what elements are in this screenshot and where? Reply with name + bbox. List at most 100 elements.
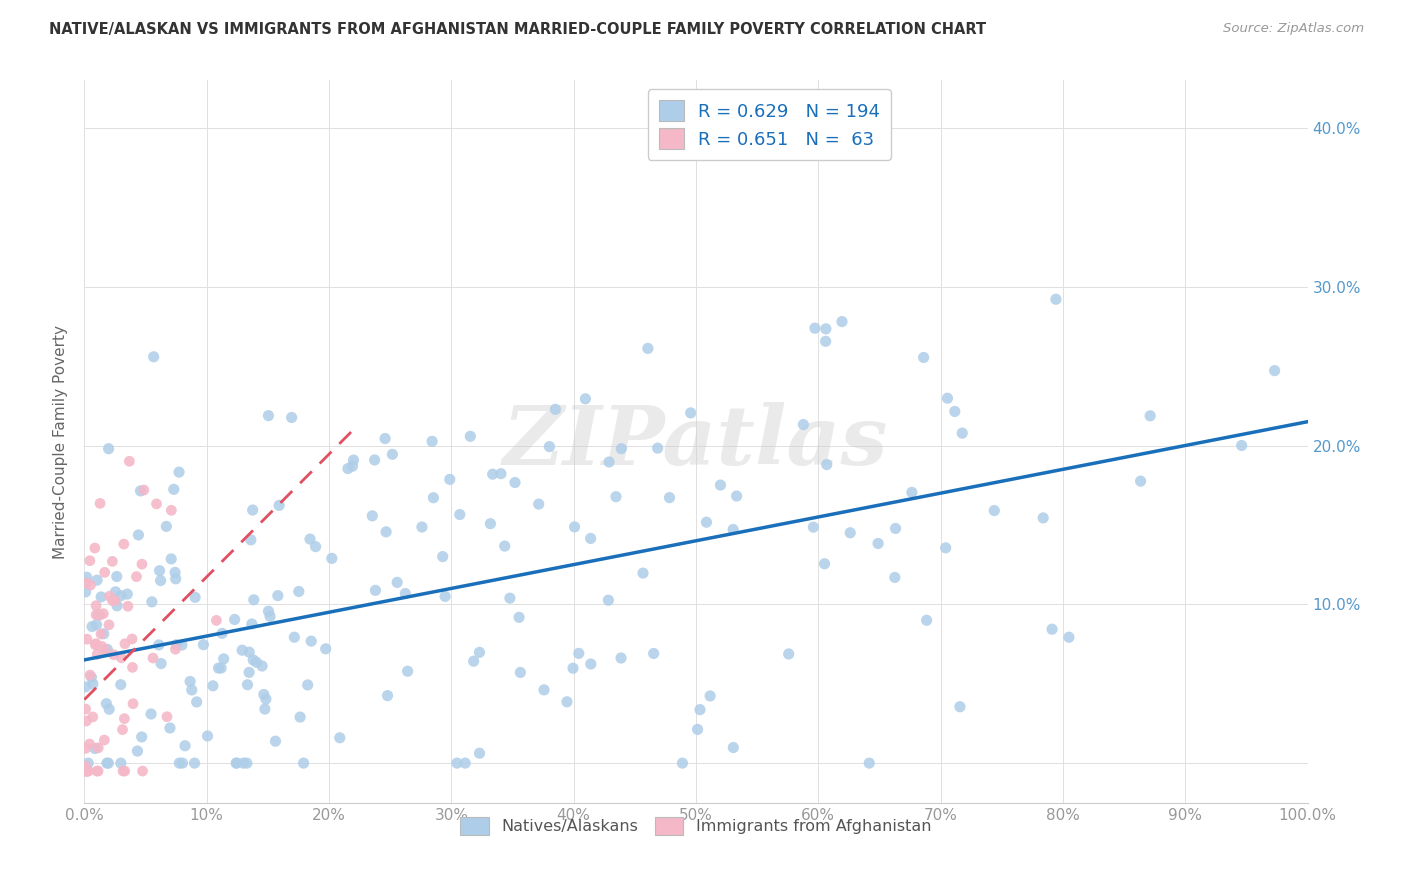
Point xyxy=(183,756,205,770)
Point xyxy=(103,648,125,662)
Point xyxy=(509,665,531,680)
Point xyxy=(79,668,101,682)
Point xyxy=(778,647,800,661)
Point xyxy=(239,533,262,547)
Point xyxy=(936,391,959,405)
Point xyxy=(93,607,115,621)
Point xyxy=(75,702,97,716)
Point xyxy=(901,485,924,500)
Point xyxy=(93,627,115,641)
Point xyxy=(943,404,966,418)
Point xyxy=(75,764,97,778)
Point xyxy=(169,756,191,770)
Point xyxy=(139,706,162,721)
Point xyxy=(915,613,938,627)
Point xyxy=(375,524,398,539)
Point xyxy=(813,557,835,571)
Point xyxy=(111,723,134,737)
Point xyxy=(86,617,108,632)
Point xyxy=(533,682,555,697)
Point xyxy=(292,756,315,770)
Point xyxy=(298,532,321,546)
Point xyxy=(129,483,152,498)
Point xyxy=(149,564,172,578)
Point xyxy=(121,660,143,674)
Point xyxy=(83,541,105,555)
Point xyxy=(165,572,187,586)
Point xyxy=(232,756,254,770)
Point xyxy=(679,406,702,420)
Point xyxy=(231,643,253,657)
Point xyxy=(127,744,149,758)
Point xyxy=(163,483,186,497)
Point xyxy=(141,595,163,609)
Point xyxy=(814,322,837,336)
Point xyxy=(250,659,273,673)
Point xyxy=(647,441,669,455)
Legend: Natives/Alaskans, Immigrants from Afghanistan: Natives/Alaskans, Immigrants from Afghan… xyxy=(454,811,938,842)
Point xyxy=(868,536,890,550)
Point xyxy=(76,632,98,647)
Point xyxy=(76,764,98,778)
Point xyxy=(112,764,135,778)
Point xyxy=(238,665,260,680)
Point xyxy=(201,679,224,693)
Point xyxy=(94,642,117,657)
Point xyxy=(165,642,187,657)
Point xyxy=(127,528,149,542)
Point xyxy=(87,607,110,622)
Point xyxy=(949,699,972,714)
Point xyxy=(288,584,311,599)
Point xyxy=(131,730,153,744)
Point xyxy=(77,764,100,778)
Point xyxy=(280,410,302,425)
Point xyxy=(145,497,167,511)
Point xyxy=(912,351,935,365)
Point xyxy=(93,566,115,580)
Y-axis label: Married-Couple Family Poverty: Married-Couple Family Poverty xyxy=(52,325,67,558)
Point xyxy=(224,612,246,626)
Point xyxy=(131,764,153,778)
Point xyxy=(1045,292,1067,306)
Point xyxy=(117,599,139,614)
Point xyxy=(494,539,516,553)
Point xyxy=(167,465,190,479)
Point xyxy=(377,689,399,703)
Point xyxy=(439,472,461,486)
Point xyxy=(839,525,862,540)
Point xyxy=(446,756,468,770)
Point xyxy=(236,678,259,692)
Point xyxy=(104,584,127,599)
Point xyxy=(503,475,526,490)
Point xyxy=(160,552,183,566)
Point xyxy=(97,756,120,770)
Point xyxy=(562,661,585,675)
Point xyxy=(950,426,973,441)
Point xyxy=(84,741,107,756)
Point xyxy=(449,508,471,522)
Point xyxy=(75,759,97,773)
Point xyxy=(79,554,101,568)
Point xyxy=(264,734,287,748)
Point xyxy=(243,592,266,607)
Point xyxy=(170,638,193,652)
Point xyxy=(422,491,444,505)
Point xyxy=(101,554,124,568)
Point xyxy=(695,515,717,529)
Point xyxy=(269,499,291,513)
Point xyxy=(79,578,101,592)
Point xyxy=(463,654,485,668)
Point xyxy=(579,657,602,671)
Point xyxy=(75,585,97,599)
Point xyxy=(411,520,433,534)
Point xyxy=(508,610,530,624)
Point xyxy=(935,541,957,555)
Point xyxy=(142,651,165,665)
Point xyxy=(82,677,104,691)
Point xyxy=(96,642,118,657)
Point xyxy=(538,440,561,454)
Point xyxy=(159,721,181,735)
Point xyxy=(574,392,596,406)
Point xyxy=(568,646,591,660)
Point xyxy=(253,688,276,702)
